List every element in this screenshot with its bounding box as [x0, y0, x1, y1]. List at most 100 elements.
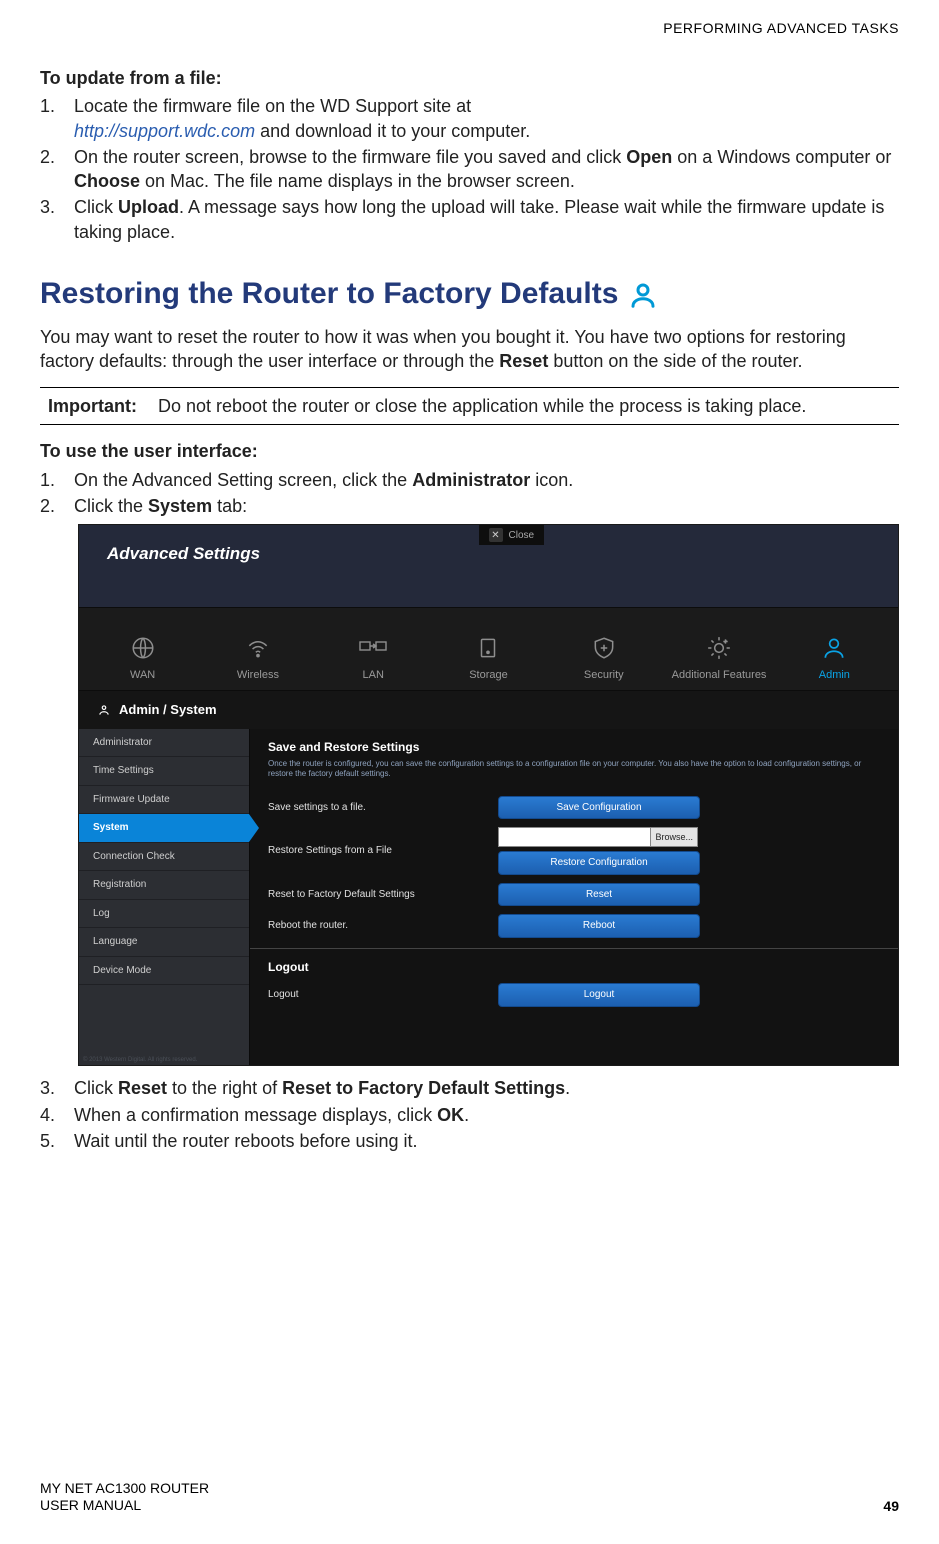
support-link[interactable]: http://support.wdc.com: [74, 121, 255, 141]
bold-upload: Upload: [118, 197, 179, 217]
bold-reset: Reset: [499, 351, 548, 371]
step-number: 2.: [40, 494, 74, 518]
tab-additional-features[interactable]: Additional Features: [661, 632, 776, 691]
shield-icon: [546, 632, 661, 662]
sidebar-item-log[interactable]: Log: [79, 900, 249, 929]
step-number: 4.: [40, 1103, 74, 1127]
tab-admin[interactable]: Admin: [777, 632, 892, 691]
text: button on the side of the router.: [548, 351, 802, 371]
step-number: 1.: [40, 468, 74, 492]
bold-reset: Reset: [118, 1078, 167, 1098]
text: Wait until the router reboots before usi…: [74, 1131, 418, 1151]
ui-step-3: 3. Click Reset to the right of Reset to …: [40, 1076, 899, 1100]
page-footer: MY NET AC1300 ROUTER USER MANUAL 49: [40, 1480, 899, 1514]
bold-ok: OK: [437, 1105, 464, 1125]
tab-wan[interactable]: WAN: [85, 632, 200, 691]
admin-icon: [628, 274, 658, 315]
step-number: 2.: [40, 145, 74, 194]
step-number: 1.: [40, 94, 74, 143]
step-number: 3.: [40, 1076, 74, 1100]
footer-line2: USER MANUAL: [40, 1497, 209, 1514]
bold-open: Open: [626, 147, 672, 167]
step-1: 1. Locate the firmware file on the WD Su…: [40, 94, 899, 143]
gear-plus-icon: [661, 632, 776, 662]
admin-icon: [777, 632, 892, 662]
text: Click: [74, 1078, 118, 1098]
restore-configuration-button[interactable]: Restore Configuration: [498, 851, 700, 875]
sidebar-item-time-settings[interactable]: Time Settings: [79, 757, 249, 786]
text: .: [464, 1105, 469, 1125]
important-label: Important:: [48, 394, 158, 418]
reboot-button[interactable]: Reboot: [498, 914, 700, 938]
tab-wireless[interactable]: Wireless: [200, 632, 315, 691]
sidebar-item-device-mode[interactable]: Device Mode: [79, 957, 249, 986]
save-configuration-button[interactable]: Save Configuration: [498, 796, 700, 820]
row-reset-factory: Reset to Factory Default Settings Reset: [268, 883, 880, 907]
text: and download it to your computer.: [255, 121, 530, 141]
router-ui-screenshot: ✕ Close Advanced Settings WAN Wireless L…: [78, 524, 899, 1066]
section2-intro: You may want to reset the router to how …: [40, 325, 899, 374]
sidebar-item-administrator[interactable]: Administrator: [79, 729, 249, 758]
storage-icon: [431, 632, 546, 662]
tab-label: Wireless: [237, 669, 279, 681]
section2-title-text: Restoring the Router to Factory Defaults: [40, 274, 618, 315]
sidebar-item-system[interactable]: System: [79, 814, 249, 843]
file-picker[interactable]: Browse...: [498, 827, 698, 847]
bold-choose: Choose: [74, 171, 140, 191]
text: On the router screen, browse to the firm…: [74, 147, 626, 167]
tab-lan[interactable]: LAN: [316, 632, 431, 691]
panel-section-title: Save and Restore Settings: [268, 739, 880, 755]
close-label: Close: [509, 529, 535, 543]
browse-button[interactable]: Browse...: [651, 827, 698, 847]
person-icon: [97, 703, 111, 717]
step-text: Click Upload. A message says how long th…: [74, 195, 899, 244]
tab-label: LAN: [363, 669, 384, 681]
row-save-settings: Save settings to a file. Save Configurat…: [268, 796, 880, 820]
section2-title: Restoring the Router to Factory Defaults: [40, 274, 899, 315]
row-restore-settings: Restore Settings from a File Browse... R…: [268, 827, 880, 875]
logout-button[interactable]: Logout: [498, 983, 700, 1007]
sidebar-item-firmware-update[interactable]: Firmware Update: [79, 786, 249, 815]
step-text: When a confirmation message displays, cl…: [74, 1103, 899, 1127]
tab-security[interactable]: Security: [546, 632, 661, 691]
tab-label: Storage: [469, 669, 508, 681]
row-reboot: Reboot the router. Reboot: [268, 914, 880, 938]
page-header: PERFORMING ADVANCED TASKS: [40, 20, 899, 36]
text: On the Advanced Setting screen, click th…: [74, 470, 412, 490]
settings-panel: Administrator Time Settings Firmware Upd…: [79, 729, 898, 1066]
step-number: 5.: [40, 1129, 74, 1153]
file-path-field[interactable]: [498, 827, 651, 847]
step-text: Click Reset to the right of Reset to Fac…: [74, 1076, 899, 1100]
reset-button[interactable]: Reset: [498, 883, 700, 907]
close-bar[interactable]: ✕ Close: [479, 525, 545, 545]
step-text: On the Advanced Setting screen, click th…: [74, 468, 899, 492]
important-text: Do not reboot the router or close the ap…: [158, 394, 891, 418]
ui-step-5: 5. Wait until the router reboots before …: [40, 1129, 899, 1153]
row-label: Restore Settings from a File: [268, 844, 498, 858]
tab-label: Admin: [819, 669, 850, 681]
row-logout: Logout Logout: [268, 983, 880, 1007]
footer-left: MY NET AC1300 ROUTER USER MANUAL: [40, 1480, 209, 1514]
sidebar-item-language[interactable]: Language: [79, 928, 249, 957]
wifi-icon: [200, 632, 315, 662]
ui-step-4: 4. When a confirmation message displays,…: [40, 1103, 899, 1127]
ui-step-2: 2. Click the System tab:: [40, 494, 899, 518]
text: . A message says how long the upload wil…: [74, 197, 884, 241]
sidebar-item-registration[interactable]: Registration: [79, 871, 249, 900]
tab-storage[interactable]: Storage: [431, 632, 546, 691]
text: When a confirmation message displays, cl…: [74, 1105, 437, 1125]
step-text: On the router screen, browse to the firm…: [74, 145, 899, 194]
row-label: Reset to Factory Default Settings: [268, 888, 498, 902]
text: on a Windows computer or: [672, 147, 891, 167]
step-text: Click the System tab:: [74, 494, 899, 518]
step-text: Locate the firmware file on the WD Suppo…: [74, 94, 899, 143]
bold-reset-to-factory: Reset to Factory Default Settings: [282, 1078, 565, 1098]
copyright: © 2013 Western Digital. All rights reser…: [83, 1056, 197, 1064]
divider: [250, 948, 898, 949]
step-text: Wait until the router reboots before usi…: [74, 1129, 899, 1153]
bold-administrator: Administrator: [412, 470, 530, 490]
tab-label: WAN: [130, 669, 155, 681]
row-label: Logout: [268, 988, 498, 1002]
sidebar-item-connection-check[interactable]: Connection Check: [79, 843, 249, 872]
close-icon[interactable]: ✕: [489, 528, 503, 542]
